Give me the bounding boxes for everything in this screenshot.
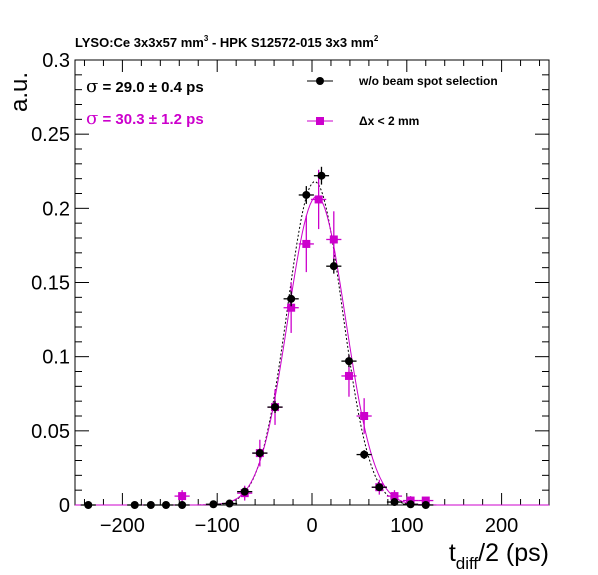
data-point: [314, 195, 323, 204]
data-point: [360, 450, 369, 459]
fit-curve-black: [75, 181, 549, 506]
sigma-label-magenta: σ = 30.3 ± 1.2 ps: [86, 108, 204, 129]
y-tick-label: 0.3: [42, 50, 70, 72]
data-points: [80, 166, 434, 509]
series-magenta: [174, 169, 434, 505]
data-point: [421, 501, 430, 509]
chart-title-main: LYSO:Ce 3x3x57 mm: [75, 35, 204, 50]
axis-ticks: −200 −100 0 100 200 0 0.05 0.1 0.15 0.2 0.25 0.3: [31, 50, 549, 537]
data-point: [162, 501, 171, 509]
sigma-symbol-magenta: σ: [86, 108, 98, 129]
data-point: [287, 303, 296, 312]
data-point: [178, 492, 187, 501]
data-point: [390, 492, 399, 501]
legend-label-black: w/o beam spot selection: [358, 74, 498, 88]
data-point: [84, 501, 93, 509]
y-axis-label: a.u.: [6, 72, 33, 112]
data-point: [375, 483, 384, 492]
y-tick-label: 0.2: [42, 198, 70, 220]
x-tick-label: 100: [390, 515, 423, 537]
legend-label-magenta: Δx < 2 mm: [359, 114, 419, 128]
legend-marker-black: [316, 77, 324, 85]
data-point: [329, 262, 338, 271]
legend-marker-magenta: [316, 117, 324, 125]
y-tick-label: 0.25: [31, 124, 70, 146]
chart-title-rest-sup: 2: [374, 34, 379, 43]
x-tick-label: 0: [306, 515, 317, 537]
data-point: [209, 500, 218, 509]
x-tick-label: −100: [195, 515, 240, 537]
x-tick-label: 200: [485, 515, 518, 537]
data-point: [178, 501, 187, 509]
data-point: [302, 190, 311, 199]
data-point: [344, 357, 353, 366]
x-tick-label: −200: [100, 515, 145, 537]
data-point: [406, 500, 415, 509]
x-axis-label-base: t: [449, 539, 456, 567]
data-point: [130, 501, 139, 509]
data-point: [344, 371, 353, 380]
sigma-value-black: = 29.0 ± 0.4 ps: [98, 79, 203, 96]
fit-curve-magenta: [75, 196, 549, 506]
chart-title-main-sup: 3: [204, 34, 209, 43]
data-point: [271, 403, 280, 412]
legend: w/o beam spot selection Δx < 2 mm: [307, 74, 498, 128]
x-axis-label-rest: /2 (ps): [478, 539, 549, 567]
y-tick-label: 0.1: [42, 347, 70, 369]
data-point: [421, 496, 430, 505]
data-point: [146, 501, 155, 509]
data-point: [287, 294, 296, 303]
data-point: [225, 499, 234, 508]
chart-title: LYSO:Ce 3x3x57 mm3 - HPK S12572-015 3x3 …: [75, 34, 379, 50]
data-point: [302, 239, 311, 248]
y-tick-label: 0.05: [31, 421, 70, 443]
data-point: [329, 235, 338, 244]
sigma-value-magenta: = 30.3 ± 1.2 ps: [98, 111, 203, 128]
fit-curves: [75, 181, 549, 506]
y-tick-label: 0.15: [31, 273, 70, 295]
y-tick-label: 0: [59, 495, 70, 517]
x-axis-label: tdiff/2 (ps): [449, 539, 549, 573]
data-point: [317, 171, 326, 180]
data-point: [390, 498, 399, 507]
chart-title-rest: - HPK S12572-015 3x3 mm: [208, 35, 373, 50]
series-black: [80, 166, 434, 509]
sigma-label-black: σ = 29.0 ± 0.4 ps: [86, 76, 204, 97]
data-point: [240, 487, 249, 496]
data-point: [360, 412, 369, 420]
data-point: [255, 449, 264, 458]
sigma-symbol-black: σ: [86, 76, 98, 97]
x-axis-label-sub: diff: [456, 554, 479, 573]
